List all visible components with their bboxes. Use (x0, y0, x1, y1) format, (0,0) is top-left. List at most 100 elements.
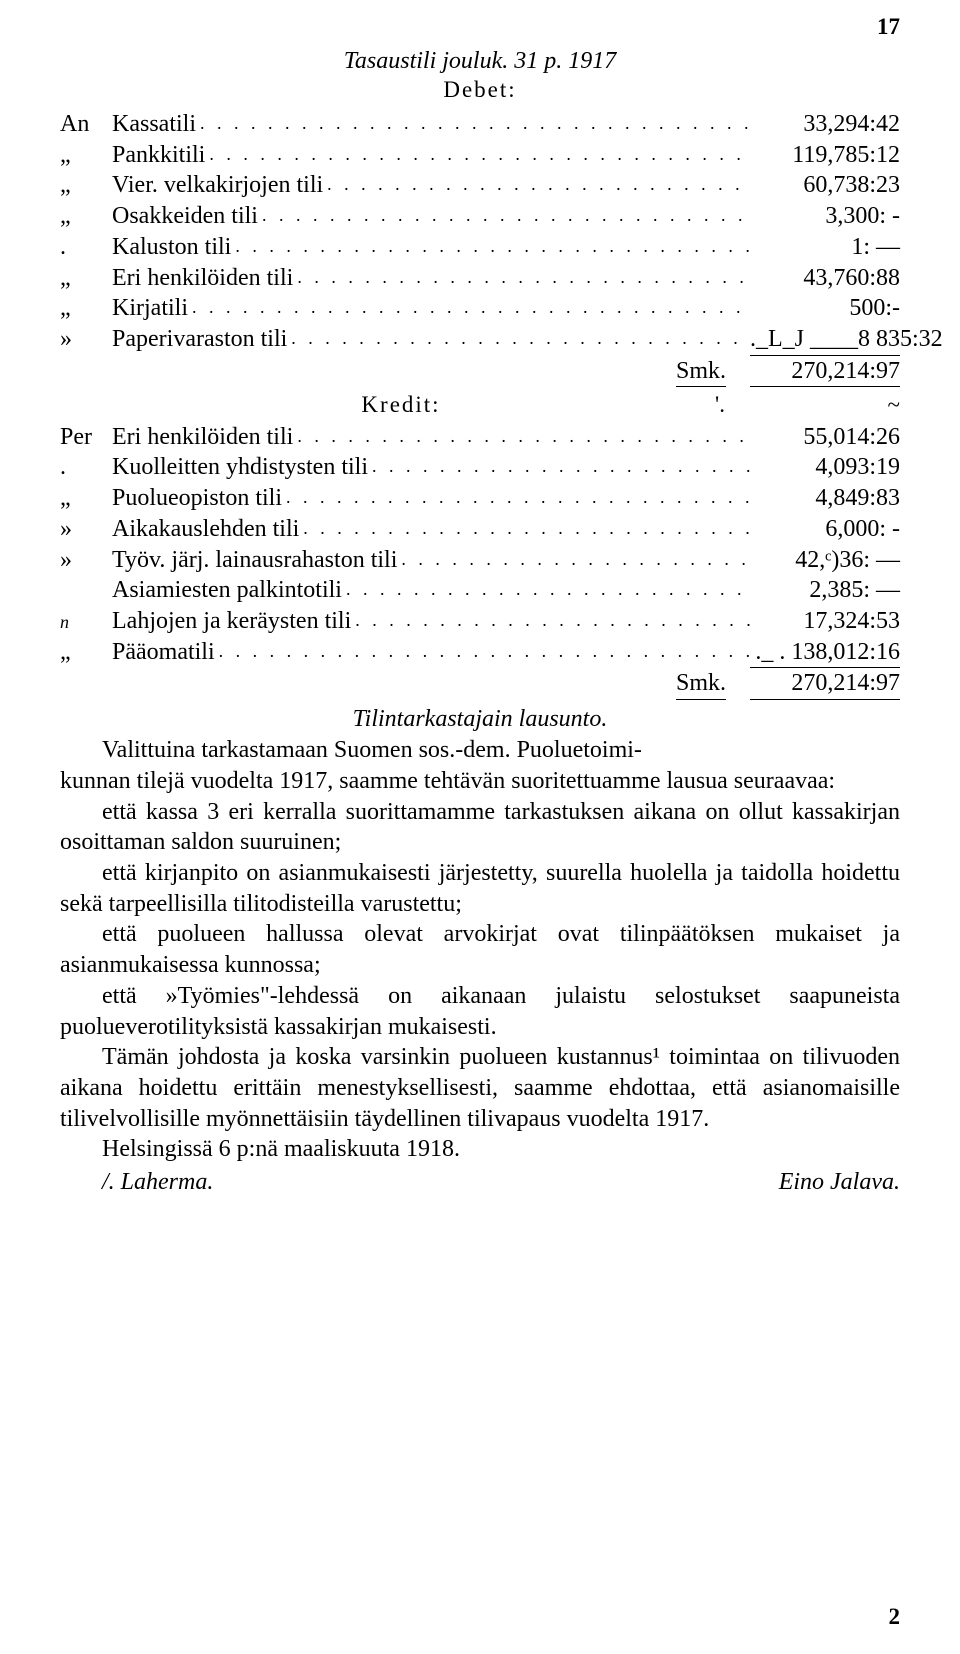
ledger-row: .Kaluston tili . . . . . . . . . . . . .… (60, 232, 900, 263)
row-dots: . . . . . . . . . . . . . . . . . . . . … (342, 578, 750, 601)
row-dots: . . . . . . . . . . . . . . . . . . . . … (282, 486, 750, 509)
row-prefix: » (60, 514, 112, 545)
ledger-row: „Eri henkilöiden tili . . . . . . . . . … (60, 263, 900, 294)
row-dots: . . . . . . . . . . . . . . . . . . . . … (397, 548, 750, 571)
row-label: Kassatili (112, 109, 196, 140)
row-label: Vier. velkakirjojen tili (112, 170, 323, 201)
row-dots: . . . . . . . . . . . . . . . . . . . . … (215, 640, 750, 663)
kredit-heading: Kredit: (112, 389, 690, 421)
row-prefix: „ (60, 201, 112, 232)
paragraph: että »Työmies"-lehdessä on aikanaan jula… (60, 981, 900, 1042)
smk-amount: 270,214:97 (750, 356, 900, 388)
paragraph: kunnan tilejä vuodelta 1917, saamme teht… (60, 766, 900, 797)
row-prefix: . (60, 232, 112, 263)
paragraph: Tämän johdosta ja koska varsinkin puolue… (60, 1042, 900, 1134)
row-label: Kuolleitten yhdistysten tili (112, 452, 368, 483)
row-amount: ._L_J ____8 835:32 (750, 324, 900, 356)
smk-label: Smk. (676, 356, 726, 388)
row-amount: 43,760:88 (750, 263, 900, 294)
row-dots: . . . . . . . . . . . . . . . . . . . . … (287, 327, 750, 350)
paragraph: että kirjanpito on asianmukaisesti järje… (60, 858, 900, 919)
row-prefix: „ (60, 293, 112, 324)
row-prefix: „ (60, 637, 112, 668)
smk-amount-2: 270,214:97 (750, 668, 900, 700)
paragraph: että puolueen hallussa olevat arvokirjat… (60, 919, 900, 980)
ledger-row: „Kirjatili . . . . . . . . . . . . . . .… (60, 293, 900, 324)
row-prefix: . (60, 452, 112, 483)
ledger-row: PerEri henkilöiden tili . . . . . . . . … (60, 422, 900, 453)
row-dots: . . . . . . . . . . . . . . . . . . . . … (368, 455, 750, 478)
ledger-row: » Aikakauslehden tili . . . . . . . . . … (60, 514, 900, 545)
ledger-row: „ Puolueopiston tili . . . . . . . . . .… (60, 483, 900, 514)
row-prefix: „ (60, 140, 112, 171)
row-amount: 2,385: — (750, 575, 900, 606)
smk-total-debet: Smk. 270,214:97 (60, 356, 900, 388)
row-label: Puolueopiston tili (112, 483, 282, 514)
ledger-row: » Työv. järj. lainausrahaston tili . . .… (60, 545, 900, 576)
ledger-row: Asiamiesten palkintotili . . . . . . . .… (60, 575, 900, 606)
row-label: Pääomatili (112, 637, 215, 668)
ledger-row: n Lahjojen ja keräysten tili . . . . . .… (60, 606, 900, 637)
debet-entries: AnKassatili . . . . . . . . . . . . . . … (60, 109, 900, 356)
row-amount: 33,294:42 (750, 109, 900, 140)
row-amount: 60,738:23 (750, 170, 900, 201)
signatures: /. Laherma. Eino Jalava. (60, 1169, 900, 1196)
title-block: Tasaustili jouluk. 31 p. 1917 Debet: (60, 48, 900, 103)
row-prefix: An (60, 109, 112, 140)
row-dots: . . . . . . . . . . . . . . . . . . . . … (299, 517, 750, 540)
row-label: Lahjojen ja keräysten tili (112, 606, 351, 637)
ledger-row: „Vier. velkakirjojen tili . . . . . . . … (60, 170, 900, 201)
row-dots: . . . . . . . . . . . . . . . . . . . . … (351, 609, 750, 632)
row-dots: . . . . . . . . . . . . . . . . . . . . … (231, 235, 750, 258)
row-dots: . . . . . . . . . . . . . . . . . . . . … (205, 143, 750, 166)
row-label: Pankkitili (112, 140, 205, 171)
paragraph: että kassa 3 eri kerralla suorittamamme … (60, 797, 900, 858)
page-number-bottom: 2 (889, 1604, 901, 1630)
ledger-row: AnKassatili . . . . . . . . . . . . . . … (60, 109, 900, 140)
row-amount: 4,849:83 (750, 483, 900, 514)
kredit-entries: PerEri henkilöiden tili . . . . . . . . … (60, 422, 900, 669)
paragraph: Valittuina tarkastamaan Suomen sos.-dem.… (60, 735, 900, 766)
row-amount: 3,300: - (750, 201, 900, 232)
kredit-tilde: ~ (750, 389, 900, 421)
row-prefix: Per (60, 422, 112, 453)
row-dots: . . . . . . . . . . . . . . . . . . . . … (293, 266, 750, 289)
page-number-top: 17 (877, 14, 900, 40)
row-amount: ._ . 138,012:16 (750, 637, 900, 669)
row-label: Kaluston tili (112, 232, 231, 263)
row-label: Eri henkilöiden tili (112, 263, 293, 294)
debet-heading: Debet: (60, 77, 900, 103)
signature-right: Eino Jalava. (779, 1169, 900, 1196)
row-amount: 1: — (750, 232, 900, 263)
row-prefix: „ (60, 483, 112, 514)
ledger-row: .Kuolleitten yhdistysten tili . . . . . … (60, 452, 900, 483)
ledger-row: „Pankkitili . . . . . . . . . . . . . . … (60, 140, 900, 171)
row-prefix: » (60, 545, 112, 576)
kredit-heading-row: Kredit: '. ~ (60, 389, 900, 421)
row-label: Osakkeiden tili (112, 201, 258, 232)
row-amount: 119,785:12 (750, 140, 900, 171)
row-amount: 55,014:26 (750, 422, 900, 453)
row-dots: . . . . . . . . . . . . . . . . . . . . … (258, 204, 750, 227)
row-label: Kirjatili (112, 293, 188, 324)
ledger-row: „Osakkeiden tili . . . . . . . . . . . .… (60, 201, 900, 232)
row-prefix: n (60, 611, 112, 634)
row-label: Työv. järj. lainausrahaston tili (112, 545, 397, 576)
paragraph: Helsingissä 6 p:nä maaliskuuta 1918. (60, 1134, 900, 1165)
row-prefix: „ (60, 263, 112, 294)
row-dots: . . . . . . . . . . . . . . . . . . . . … (293, 425, 750, 448)
ledger-row: »Paperivaraston tili . . . . . . . . . .… (60, 324, 900, 356)
signature-left: /. Laherma. (60, 1169, 213, 1196)
row-amount: 4,093:19 (750, 452, 900, 483)
smk-label-2: Smk. (676, 668, 726, 700)
row-label: Aikakauslehden tili (112, 514, 299, 545)
row-prefix: » (60, 324, 112, 355)
title-line: Tasaustili jouluk. 31 p. 1917 (60, 48, 900, 75)
row-label: Paperivaraston tili (112, 324, 287, 355)
row-dots: . . . . . . . . . . . . . . . . . . . . … (196, 112, 750, 135)
row-dots: . . . . . . . . . . . . . . . . . . . . … (188, 296, 750, 319)
smk-total-kredit: Smk. 270,214:97 (60, 668, 900, 700)
kredit-mark: '. (690, 389, 750, 421)
row-amount: 42,ᶜ)36: — (750, 545, 900, 576)
row-dots: . . . . . . . . . . . . . . . . . . . . … (323, 173, 750, 196)
